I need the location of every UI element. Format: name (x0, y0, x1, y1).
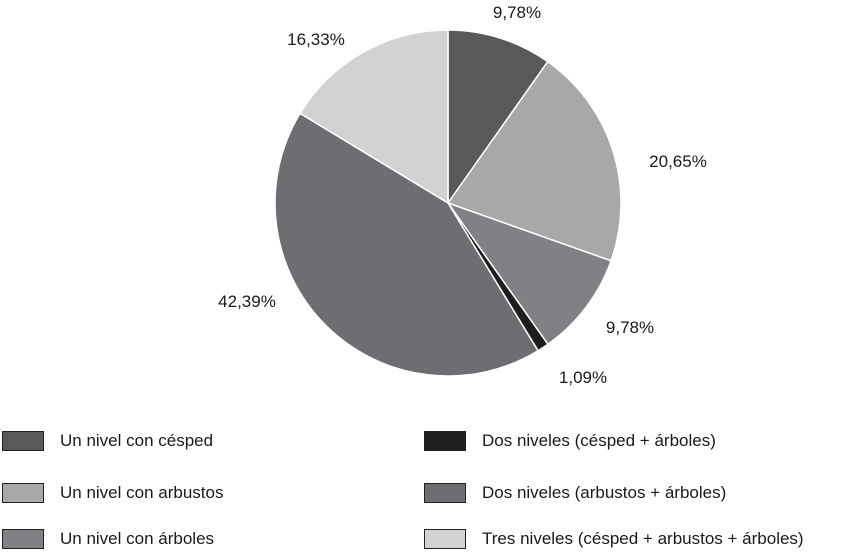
pie-slice (446, 201, 613, 346)
legend-label: Dos niveles (césped + árboles) (482, 431, 716, 450)
pie-chart: 9,78% 20,65% 9,78% 1,09% 42,39% 16,33% (218, 3, 707, 387)
legend-swatch (2, 483, 44, 503)
legend-label: Un nivel con arbustos (60, 483, 224, 502)
legend-label: Un nivel con árboles (60, 529, 215, 548)
legend-item-dos-niveles-arbustos-arboles: Dos niveles (arbustos + árboles) (424, 480, 726, 506)
legend: Un nivel con césped Un nivel con arbusto… (0, 425, 850, 551)
legend-swatch (424, 483, 466, 503)
slice-value-label: 9,78% (493, 3, 541, 22)
legend-swatch (424, 431, 466, 451)
legend-item-un-nivel-arboles: Un nivel con árboles (2, 526, 214, 552)
pie-value-labels: 9,78% 20,65% 9,78% 1,09% 42,39% 16,33% (218, 3, 707, 387)
legend-label: Tres niveles (césped + arbustos + árbole… (482, 529, 804, 548)
slice-value-label: 16,33% (287, 30, 345, 49)
pie-slice (447, 29, 549, 206)
slice-value-label: 9,78% (606, 318, 654, 337)
legend-label: Un nivel con césped (60, 431, 214, 450)
pie-slice (299, 29, 449, 205)
pie-slices (274, 29, 622, 377)
pie-slice (274, 112, 540, 377)
legend-swatch (2, 431, 44, 451)
legend-item-dos-niveles-cesped-arboles: Dos niveles (césped + árboles) (424, 428, 716, 454)
slice-value-label: 42,39% (218, 292, 276, 311)
legend-item-un-nivel-arbustos: Un nivel con arbustos (2, 480, 223, 506)
slice-value-label: 20,65% (649, 152, 707, 171)
pie-slice (446, 60, 622, 262)
legend-swatch (2, 529, 44, 549)
slice-value-label: 1,09% (559, 368, 607, 387)
legend-swatch (424, 529, 466, 549)
legend-label: Dos niveles (arbustos + árboles) (482, 483, 727, 502)
legend-item-tres-niveles: Tres niveles (césped + arbustos + árbole… (424, 526, 804, 552)
legend-item-un-nivel-cesped: Un nivel con césped (2, 428, 213, 454)
